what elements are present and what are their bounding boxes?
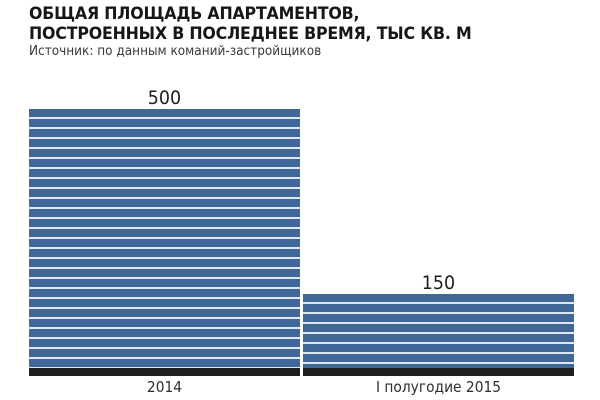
value-label-2014: 500 bbox=[147, 87, 182, 109]
baseline-2014 bbox=[29, 368, 300, 376]
chart-title-line-2: ПОСТРОЕННЫХ В ПОСЛЕДНЕЕ ВРЕМЯ, ТЫС КВ. М bbox=[29, 24, 472, 44]
chart-title-line-1: ОБЩАЯ ПЛОЩАДЬ АПАРТАМЕНТОВ, bbox=[29, 4, 360, 24]
baseline-h1-2015 bbox=[303, 368, 574, 376]
bar-2014 bbox=[29, 109, 300, 368]
category-label-h1-2015: I полугодие 2015 bbox=[375, 378, 502, 396]
category-label-2014: 2014 bbox=[146, 378, 183, 396]
value-label-h1-2015: 150 bbox=[421, 272, 456, 294]
chart-source: Источник: по данным команий-застройщиков bbox=[29, 44, 322, 59]
bar-h1-2015 bbox=[303, 294, 574, 368]
chart-title: ОБЩАЯ ПЛОЩАДЬ АПАРТАМЕНТОВ, ПОСТРОЕННЫХ … bbox=[29, 4, 472, 44]
